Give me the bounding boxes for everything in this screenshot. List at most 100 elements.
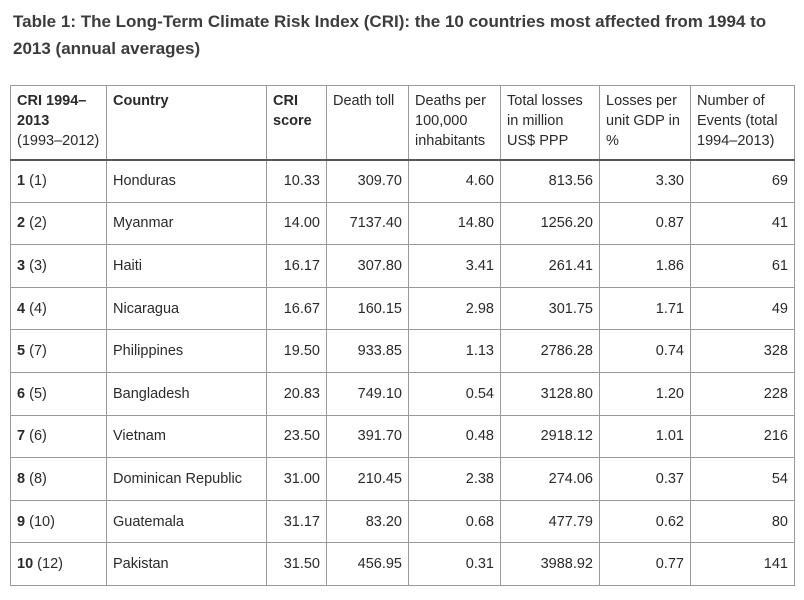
deaths-per-100k-cell: 0.68 — [408, 499, 501, 544]
events-cell: 41 — [690, 201, 795, 246]
total-losses-cell: 3128.80 — [500, 371, 600, 416]
events-cell: 328 — [690, 329, 795, 373]
death-toll-cell: 456.95 — [326, 542, 409, 586]
score-cell: 31.50 — [266, 542, 327, 586]
score-cell: 31.17 — [266, 499, 327, 544]
header-losses-gdp: Losses per unit GDP in % — [599, 85, 691, 160]
events-cell: 49 — [690, 286, 795, 331]
rank-cell: 5 (7) — [10, 329, 107, 373]
rank-value: 7 — [17, 428, 26, 445]
deaths-per-100k-cell: 0.31 — [408, 542, 501, 586]
losses-gdp-cell: 3.30 — [599, 159, 691, 203]
table-row: 8 (8) Dominican Republic 31.00 210.45 2.… — [10, 457, 795, 501]
table-row: 3 (3) Haiti 16.17 307.80 3.41 261.41 1.8… — [10, 244, 795, 288]
table-row: 10 (12) Pakistan 31.50 456.95 0.31 3988.… — [10, 542, 795, 586]
deaths-per-100k-cell: 3.41 — [408, 244, 501, 288]
death-toll-cell: 160.15 — [326, 286, 409, 331]
header-country: Country — [106, 85, 267, 160]
table-caption: Table 1: The Long-Term Climate Risk Inde… — [13, 12, 767, 58]
total-losses-cell: 3988.92 — [500, 542, 600, 586]
total-losses-cell: 274.06 — [500, 457, 600, 501]
rank-value: 9 — [17, 513, 26, 530]
deaths-per-100k-cell: 0.54 — [408, 371, 501, 416]
total-losses-cell: 1256.20 — [500, 201, 600, 246]
previous-rank: (12) — [37, 556, 63, 573]
events-cell: 216 — [690, 414, 795, 459]
death-toll-cell: 307.80 — [326, 244, 409, 288]
country-cell: Philippines — [106, 329, 267, 373]
table-row: 1 (1) Honduras 10.33 309.70 4.60 813.56 … — [10, 159, 795, 203]
country-cell: Bangladesh — [106, 371, 267, 416]
rank-cell: 3 (3) — [10, 244, 107, 288]
previous-rank: (1) — [29, 173, 47, 190]
table-row: 9 (10) Guatemala 31.17 83.20 0.68 477.79… — [10, 499, 795, 544]
rank-value: 6 — [17, 385, 26, 402]
country-cell: Nicaragua — [106, 286, 267, 331]
death-toll-cell: 83.20 — [326, 499, 409, 544]
previous-rank: (8) — [29, 470, 47, 487]
previous-rank: (4) — [29, 300, 47, 317]
deaths-per-100k-cell: 4.60 — [408, 159, 501, 203]
score-cell: 10.33 — [266, 159, 327, 203]
rank-value: 3 — [17, 257, 26, 274]
header-row: CRI 1994–2013 (1993–2012) Country CRI sc… — [10, 85, 795, 160]
death-toll-cell: 7137.40 — [326, 201, 409, 246]
previous-rank: (6) — [29, 428, 47, 445]
header-events: Number of Events (total 1994–2013) — [690, 85, 795, 160]
score-cell: 20.83 — [266, 371, 327, 416]
losses-gdp-cell: 1.20 — [599, 371, 691, 416]
death-toll-cell: 749.10 — [326, 371, 409, 416]
rank-cell: 4 (4) — [10, 286, 107, 331]
rank-value: 10 — [17, 556, 34, 573]
death-toll-cell: 391.70 — [326, 414, 409, 459]
country-cell: Vietnam — [106, 414, 267, 459]
losses-gdp-cell: 0.87 — [599, 201, 691, 246]
deaths-per-100k-cell: 2.98 — [408, 286, 501, 331]
rank-cell: 6 (5) — [10, 371, 107, 416]
country-cell: Guatemala — [106, 499, 267, 544]
rank-cell: 1 (1) — [10, 159, 107, 203]
losses-gdp-cell: 0.37 — [599, 457, 691, 501]
events-cell: 141 — [690, 542, 795, 586]
deaths-per-100k-cell: 2.38 — [408, 457, 501, 501]
score-cell: 16.17 — [266, 244, 327, 288]
total-losses-cell: 477.79 — [500, 499, 600, 544]
death-toll-cell: 309.70 — [326, 159, 409, 203]
table-row: 2 (2) Myanmar 14.00 7137.40 14.80 1256.2… — [10, 201, 795, 246]
country-cell: Honduras — [106, 159, 267, 203]
header-total-losses: Total losses in million US$ PPP — [500, 85, 600, 160]
score-cell: 19.50 — [266, 329, 327, 373]
rank-value: 4 — [17, 300, 26, 317]
header-death-toll: Death toll — [326, 85, 409, 160]
losses-gdp-cell: 1.01 — [599, 414, 691, 459]
rank-value: 1 — [17, 173, 26, 190]
previous-rank: (5) — [29, 385, 47, 402]
death-toll-cell: 933.85 — [326, 329, 409, 373]
table-row: 7 (6) Vietnam 23.50 391.70 0.48 2918.12 … — [10, 414, 795, 459]
score-cell: 31.00 — [266, 457, 327, 501]
rank-value: 2 — [17, 215, 26, 232]
previous-rank: (7) — [29, 343, 47, 360]
rank-cell: 10 (12) — [10, 542, 107, 586]
rank-value: 5 — [17, 343, 26, 360]
events-cell: 80 — [690, 499, 795, 544]
deaths-per-100k-cell: 0.48 — [408, 414, 501, 459]
previous-rank: (2) — [29, 215, 47, 232]
table-row: 6 (5) Bangladesh 20.83 749.10 0.54 3128.… — [10, 371, 795, 416]
losses-gdp-cell: 0.77 — [599, 542, 691, 586]
score-cell: 16.67 — [266, 286, 327, 331]
rank-cell: 8 (8) — [10, 457, 107, 501]
country-cell: Myanmar — [106, 201, 267, 246]
events-cell: 69 — [690, 159, 795, 203]
header-rank-main: CRI 1994–2013 — [17, 93, 87, 129]
total-losses-cell: 2918.12 — [500, 414, 600, 459]
previous-rank: (3) — [29, 257, 47, 274]
rank-value: 8 — [17, 470, 26, 487]
table-row: 5 (7) Philippines 19.50 933.85 1.13 2786… — [10, 329, 795, 373]
header-deaths-per-100k: Deaths per 100,000 inhabitants — [408, 85, 501, 160]
previous-rank: (10) — [29, 513, 55, 530]
events-cell: 228 — [690, 371, 795, 416]
header-rank: CRI 1994–2013 (1993–2012) — [10, 85, 107, 160]
country-cell: Pakistan — [106, 542, 267, 586]
total-losses-cell: 301.75 — [500, 286, 600, 331]
